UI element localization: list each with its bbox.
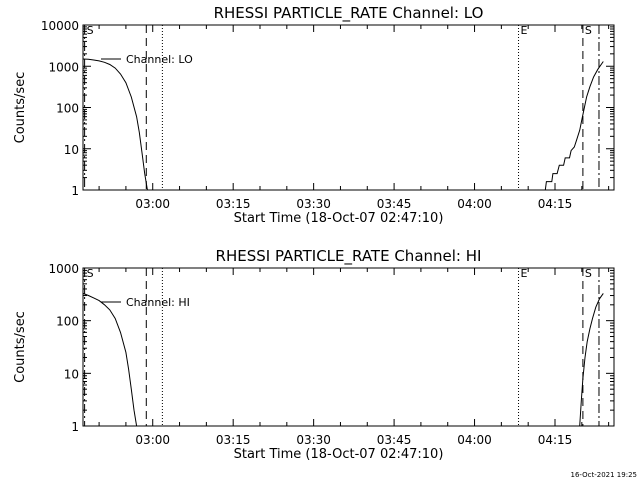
marker-label: S [87,267,94,280]
y-tick-label: 1000 [48,262,79,276]
y-tick-label: 100 [56,315,79,329]
chart-title: RHESSI PARTICLE_RATE Channel: LO [214,4,484,23]
marker-label: S [585,267,592,280]
x-tick-label: 04:00 [457,197,492,211]
chart-title: RHESSI PARTICLE_RATE Channel: HI [216,247,482,266]
marker-label: E [521,267,528,280]
y-tick-label: 10 [64,367,79,381]
y-tick-label: 100 [56,102,79,116]
series-line [579,293,604,427]
series-line [82,58,148,191]
x-axis-label: Start Time (18-Oct-07 02:47:10) [234,211,444,226]
y-axis-label: Counts/sec [13,72,28,144]
y-tick-label: 10 [64,143,79,157]
series-line [82,292,138,427]
panel-hi: RHESSI PARTICLE_RATE Channel: HI 03:00 03:… [13,247,615,462]
marker-label: S [87,24,94,37]
x-tick-label: 03:15 [216,433,251,447]
x-tick-label: 03:00 [135,197,170,211]
x-tick-label: 04:00 [457,433,492,447]
marker-label: S [585,24,592,37]
marker-label: E [521,24,528,37]
x-tick-label: 04:15 [538,433,573,447]
y-tick-label: 1000 [48,60,79,74]
x-tick-label: 04:15 [538,197,573,211]
series-line [544,61,604,191]
y-tick-label: 1 [71,420,79,434]
y-tick-label: 10000 [41,19,79,33]
x-tick-label: 03:45 [377,433,412,447]
x-tick-label: 03:45 [377,197,412,211]
legend-label: Channel: LO [126,53,193,66]
x-tick-label: 03:30 [296,197,331,211]
x-tick-label: 03:00 [135,433,170,447]
plot-frame [82,267,615,427]
panel-lo: RHESSI PARTICLE_RATE Channel: LO 03:00 03:… [13,4,615,226]
y-axis-label: Counts/sec [13,311,28,383]
legend-label: Channel: HI [126,296,190,309]
x-tick-label: 03:15 [216,197,251,211]
x-axis-label: Start Time (18-Oct-07 02:47:10) [234,447,444,462]
y-tick-label: 1 [71,184,79,198]
x-tick-label: 03:30 [296,433,331,447]
footer-timestamp: 16-Oct-2021 19:25 [571,471,637,479]
